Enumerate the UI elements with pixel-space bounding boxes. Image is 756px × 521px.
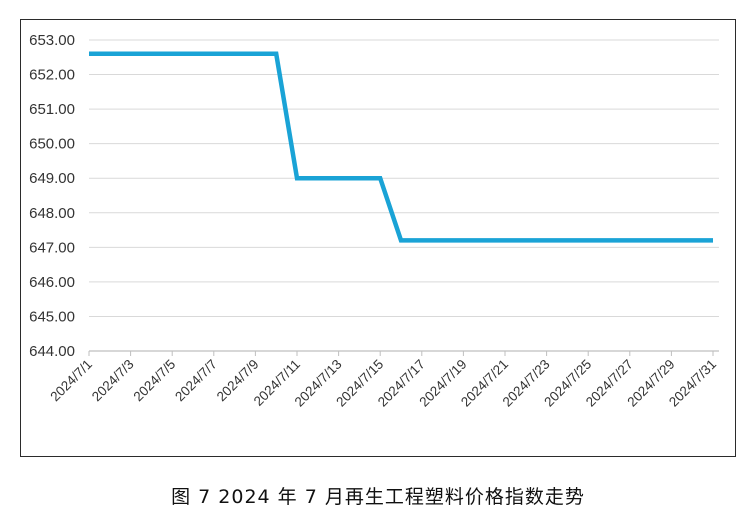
y-tick-label: 648.00 xyxy=(29,205,75,222)
grid-lines xyxy=(89,39,719,317)
y-axis-ticks: 644.00 645.00 646.00 647.00 648.00 649.00 650.… xyxy=(29,32,75,360)
y-tick-label: 650.00 xyxy=(29,136,75,153)
y-tick-label: 645.00 xyxy=(29,308,75,325)
y-tick-label: 646.00 xyxy=(29,274,75,291)
line-chart: 644.00 645.00 646.00 647.00 648.00 649.00 650.… xyxy=(29,32,719,410)
x-tick-label: 2024/7/3 xyxy=(89,357,137,405)
x-tick-label: 2024/7/1 xyxy=(47,357,95,405)
y-tick-label: 649.00 xyxy=(29,170,75,187)
x-axis xyxy=(88,350,719,356)
x-axis-ticks: 2024/7/12024/7/32024/7/52024/7/72024/7/9… xyxy=(47,357,719,410)
y-tick-label: 644.00 xyxy=(29,343,75,360)
y-tick-label: 647.00 xyxy=(29,239,75,256)
y-tick-label: 652.00 xyxy=(29,67,75,84)
figure-caption: 图 7 2024 年 7 月再生工程塑料价格指数走势 xyxy=(171,486,585,508)
series-line xyxy=(89,51,713,243)
x-tick-label: 2024/7/5 xyxy=(131,357,179,405)
y-tick-label: 653.00 xyxy=(29,32,75,49)
y-tick-label: 651.00 xyxy=(29,101,75,118)
series-layer xyxy=(89,51,713,243)
x-tick-label: 2024/7/7 xyxy=(172,357,220,405)
chart-frame: 644.00 645.00 646.00 647.00 648.00 649.00 650.… xyxy=(20,19,736,457)
